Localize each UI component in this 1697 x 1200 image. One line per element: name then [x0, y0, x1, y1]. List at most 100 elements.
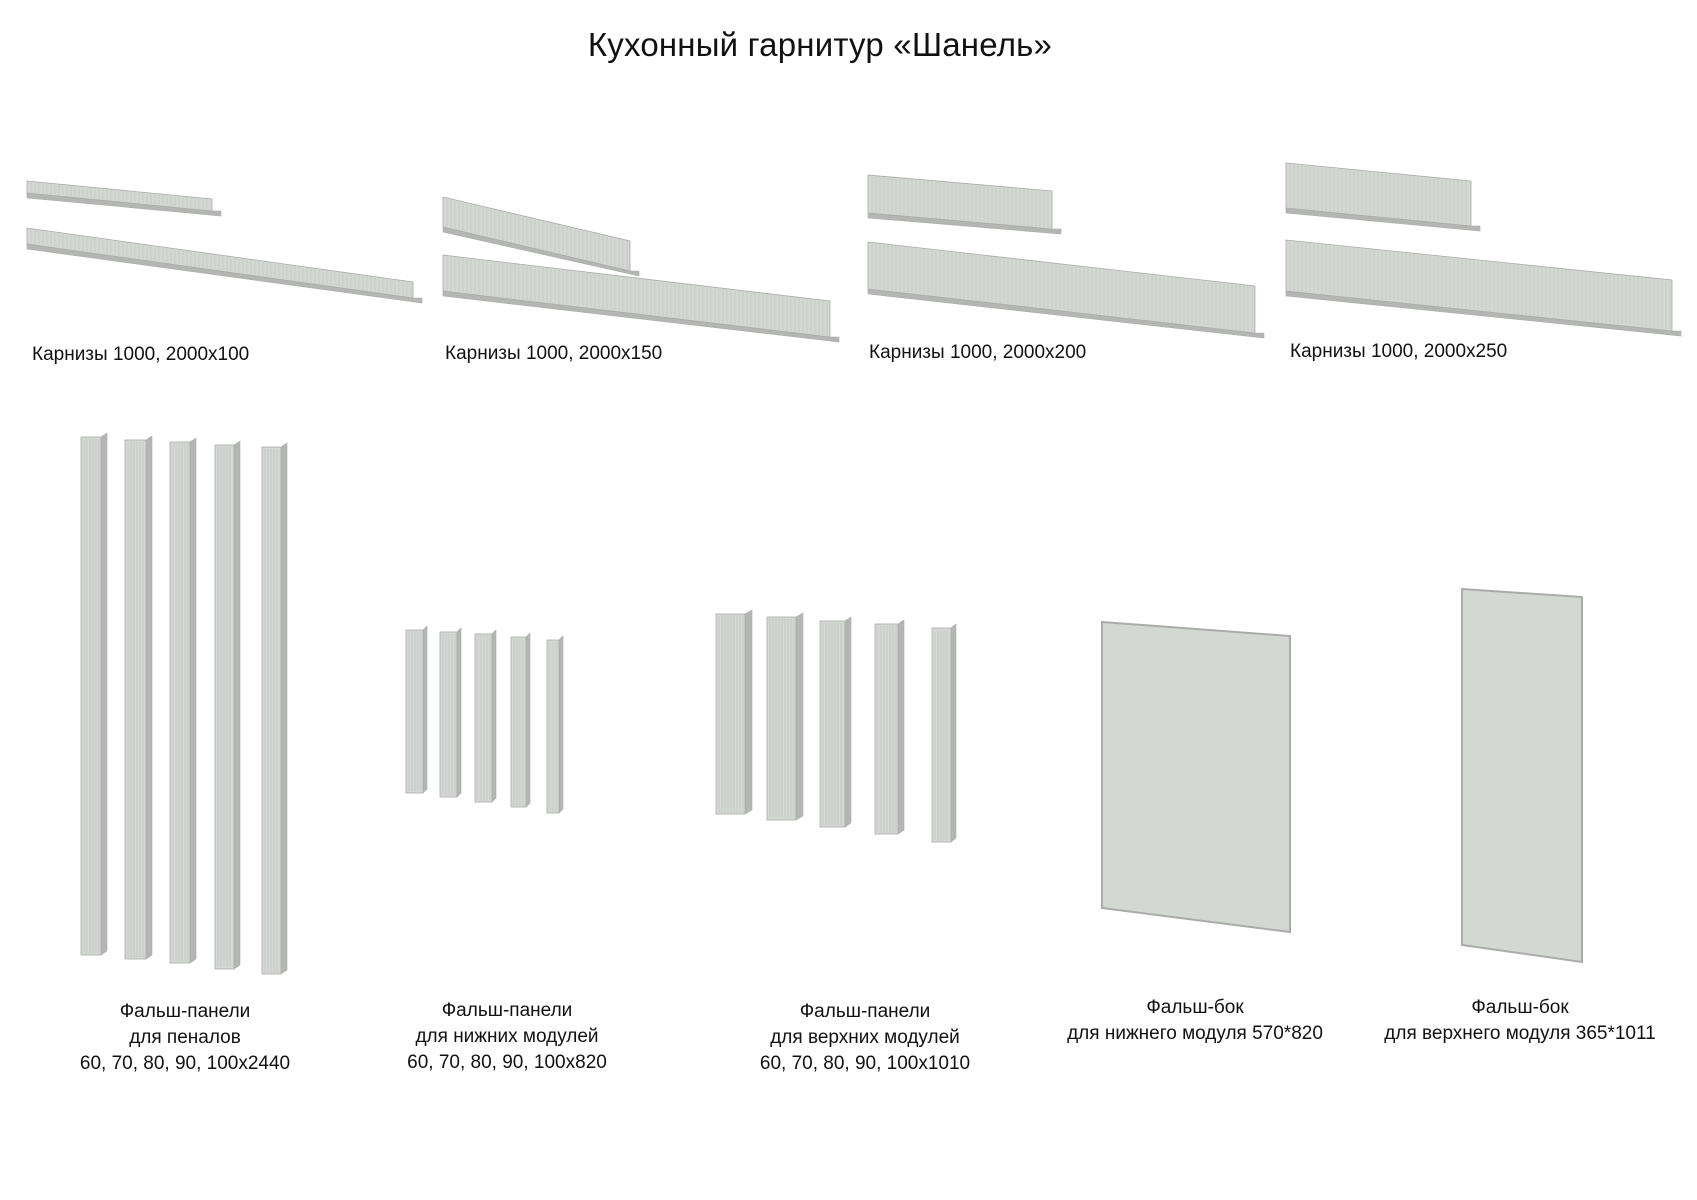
- panel-side: [558, 635, 564, 814]
- panel-side: [844, 616, 852, 828]
- panel-side: [525, 632, 531, 808]
- lower-panel-70: [439, 627, 462, 798]
- cornice-grooves: [446, 198, 628, 270]
- panel-face: [405, 629, 424, 794]
- panel-grooves: [877, 626, 897, 832]
- cornice-200-short: [867, 174, 1062, 235]
- upper-panel-80: [819, 616, 852, 828]
- panel-grooves: [264, 449, 278, 972]
- panel-face: [766, 616, 797, 821]
- panel-grooves: [408, 632, 422, 791]
- cornice-250-short: [1285, 162, 1481, 232]
- cornice-grooves: [1289, 164, 1467, 225]
- panel-side: [950, 623, 957, 843]
- panel-grooves: [549, 642, 557, 811]
- cornice-face: [1285, 239, 1673, 332]
- upper-panel-60: [715, 609, 753, 815]
- caption-tall-panels: Фальш-панели для пеналов 60, 70, 80, 90,…: [40, 999, 330, 1077]
- board-face: [1461, 587, 1583, 964]
- panel-face: [474, 633, 493, 803]
- panel-side: [456, 627, 462, 798]
- panel-side: [897, 619, 905, 835]
- upper-side-board: [1461, 587, 1583, 964]
- panel-grooves: [477, 636, 491, 800]
- cornice-grooves: [871, 243, 1253, 332]
- caption-line: для нижнего модуля 570*820: [1067, 1023, 1323, 1044]
- panel-face: [715, 613, 746, 815]
- cornice-label-100: Карнизы 1000, 2000х100: [32, 344, 250, 365]
- caption-line: 60, 70, 80, 90, 100х2440: [79, 1053, 291, 1074]
- cornice-lip: [26, 243, 423, 304]
- cornice-grooves: [446, 256, 828, 336]
- cornice-200-long: [867, 241, 1265, 339]
- tall-panel-60: [80, 432, 108, 956]
- caption-line: Фальш-панели: [119, 1001, 251, 1022]
- caption-line: для нижних модулей: [415, 1026, 599, 1047]
- panel-face: [874, 623, 899, 835]
- lower-panel-60: [405, 625, 428, 794]
- panel-grooves: [217, 447, 231, 967]
- lower-side-board: [1101, 620, 1291, 934]
- panel-side: [233, 440, 241, 970]
- tall-panel-70: [124, 435, 153, 960]
- panel-face: [510, 636, 527, 808]
- cornice-150-long: [442, 254, 840, 343]
- panel-grooves: [442, 634, 456, 795]
- cornice-grooves: [871, 176, 1049, 228]
- panel-grooves: [934, 630, 948, 840]
- panel-face: [124, 439, 147, 960]
- caption-line: Фальш-панели: [441, 1000, 573, 1021]
- cornice-grooves: [30, 229, 412, 297]
- cornice-100-long: [26, 227, 423, 304]
- caption-upper-side: Фальш-бок для верхнего модуля 365*1011: [1360, 995, 1680, 1047]
- caption-lower-panels: Фальш-панели для нижних модулей 60, 70, …: [362, 998, 652, 1076]
- panel-face: [931, 627, 952, 843]
- cornice-face: [26, 180, 213, 212]
- upper-panel-90: [874, 619, 905, 835]
- panel-grooves: [769, 619, 795, 818]
- tall-panel-90: [214, 440, 241, 970]
- caption-line: Фальш-бок: [1471, 997, 1569, 1018]
- caption-line: для верхнего модуля 365*1011: [1384, 1023, 1656, 1044]
- caption-upper-panels: Фальш-панели для верхних модулей 60, 70,…: [715, 999, 1015, 1077]
- caption-line: Фальш-бок: [1146, 997, 1244, 1018]
- caption-lower-side: Фальш-бок для нижнего модуля 570*820: [1045, 995, 1345, 1047]
- cornice-250-long: [1285, 239, 1682, 337]
- panel-side: [744, 609, 753, 815]
- panel-side: [422, 625, 428, 794]
- lower-panel-80: [474, 629, 497, 803]
- panel-side: [189, 437, 197, 964]
- tall-panel-100: [261, 442, 288, 975]
- panel-side: [280, 442, 288, 975]
- panel-face: [261, 446, 282, 975]
- tall-panel-80: [169, 437, 197, 964]
- panel-grooves: [172, 444, 189, 961]
- cornice-face: [26, 227, 414, 299]
- panel-side: [795, 612, 804, 821]
- panel-side: [145, 435, 153, 960]
- caption-line: Фальш-панели: [799, 1001, 931, 1022]
- board-face: [1101, 620, 1291, 934]
- page-title: Кухонный гарнитур «Шанель»: [587, 26, 1053, 63]
- upper-panel-100: [931, 623, 957, 843]
- cornice-100-short: [26, 180, 222, 217]
- upper-panel-70: [766, 612, 804, 821]
- panel-grooves: [718, 616, 744, 812]
- lower-panel-90: [510, 632, 531, 808]
- caption-line: 60, 70, 80, 90, 100х820: [407, 1052, 607, 1073]
- lower-panel-100: [546, 635, 564, 814]
- caption-line: для верхних модулей: [770, 1027, 960, 1048]
- cornice-150-short: [442, 196, 640, 277]
- cornice-label-150: Карнизы 1000, 2000х150: [445, 343, 663, 364]
- cornice-grooves: [1289, 241, 1671, 330]
- panel-face: [214, 444, 235, 970]
- caption-line: для пеналов: [129, 1027, 241, 1048]
- cornice-face: [867, 241, 1256, 334]
- panel-side: [100, 432, 108, 956]
- cornice-label-250: Карнизы 1000, 2000х250: [1290, 341, 1508, 362]
- cornice-grooves: [30, 182, 208, 210]
- cornice-face: [442, 254, 831, 338]
- caption-line: 60, 70, 80, 90, 100х1010: [759, 1053, 971, 1074]
